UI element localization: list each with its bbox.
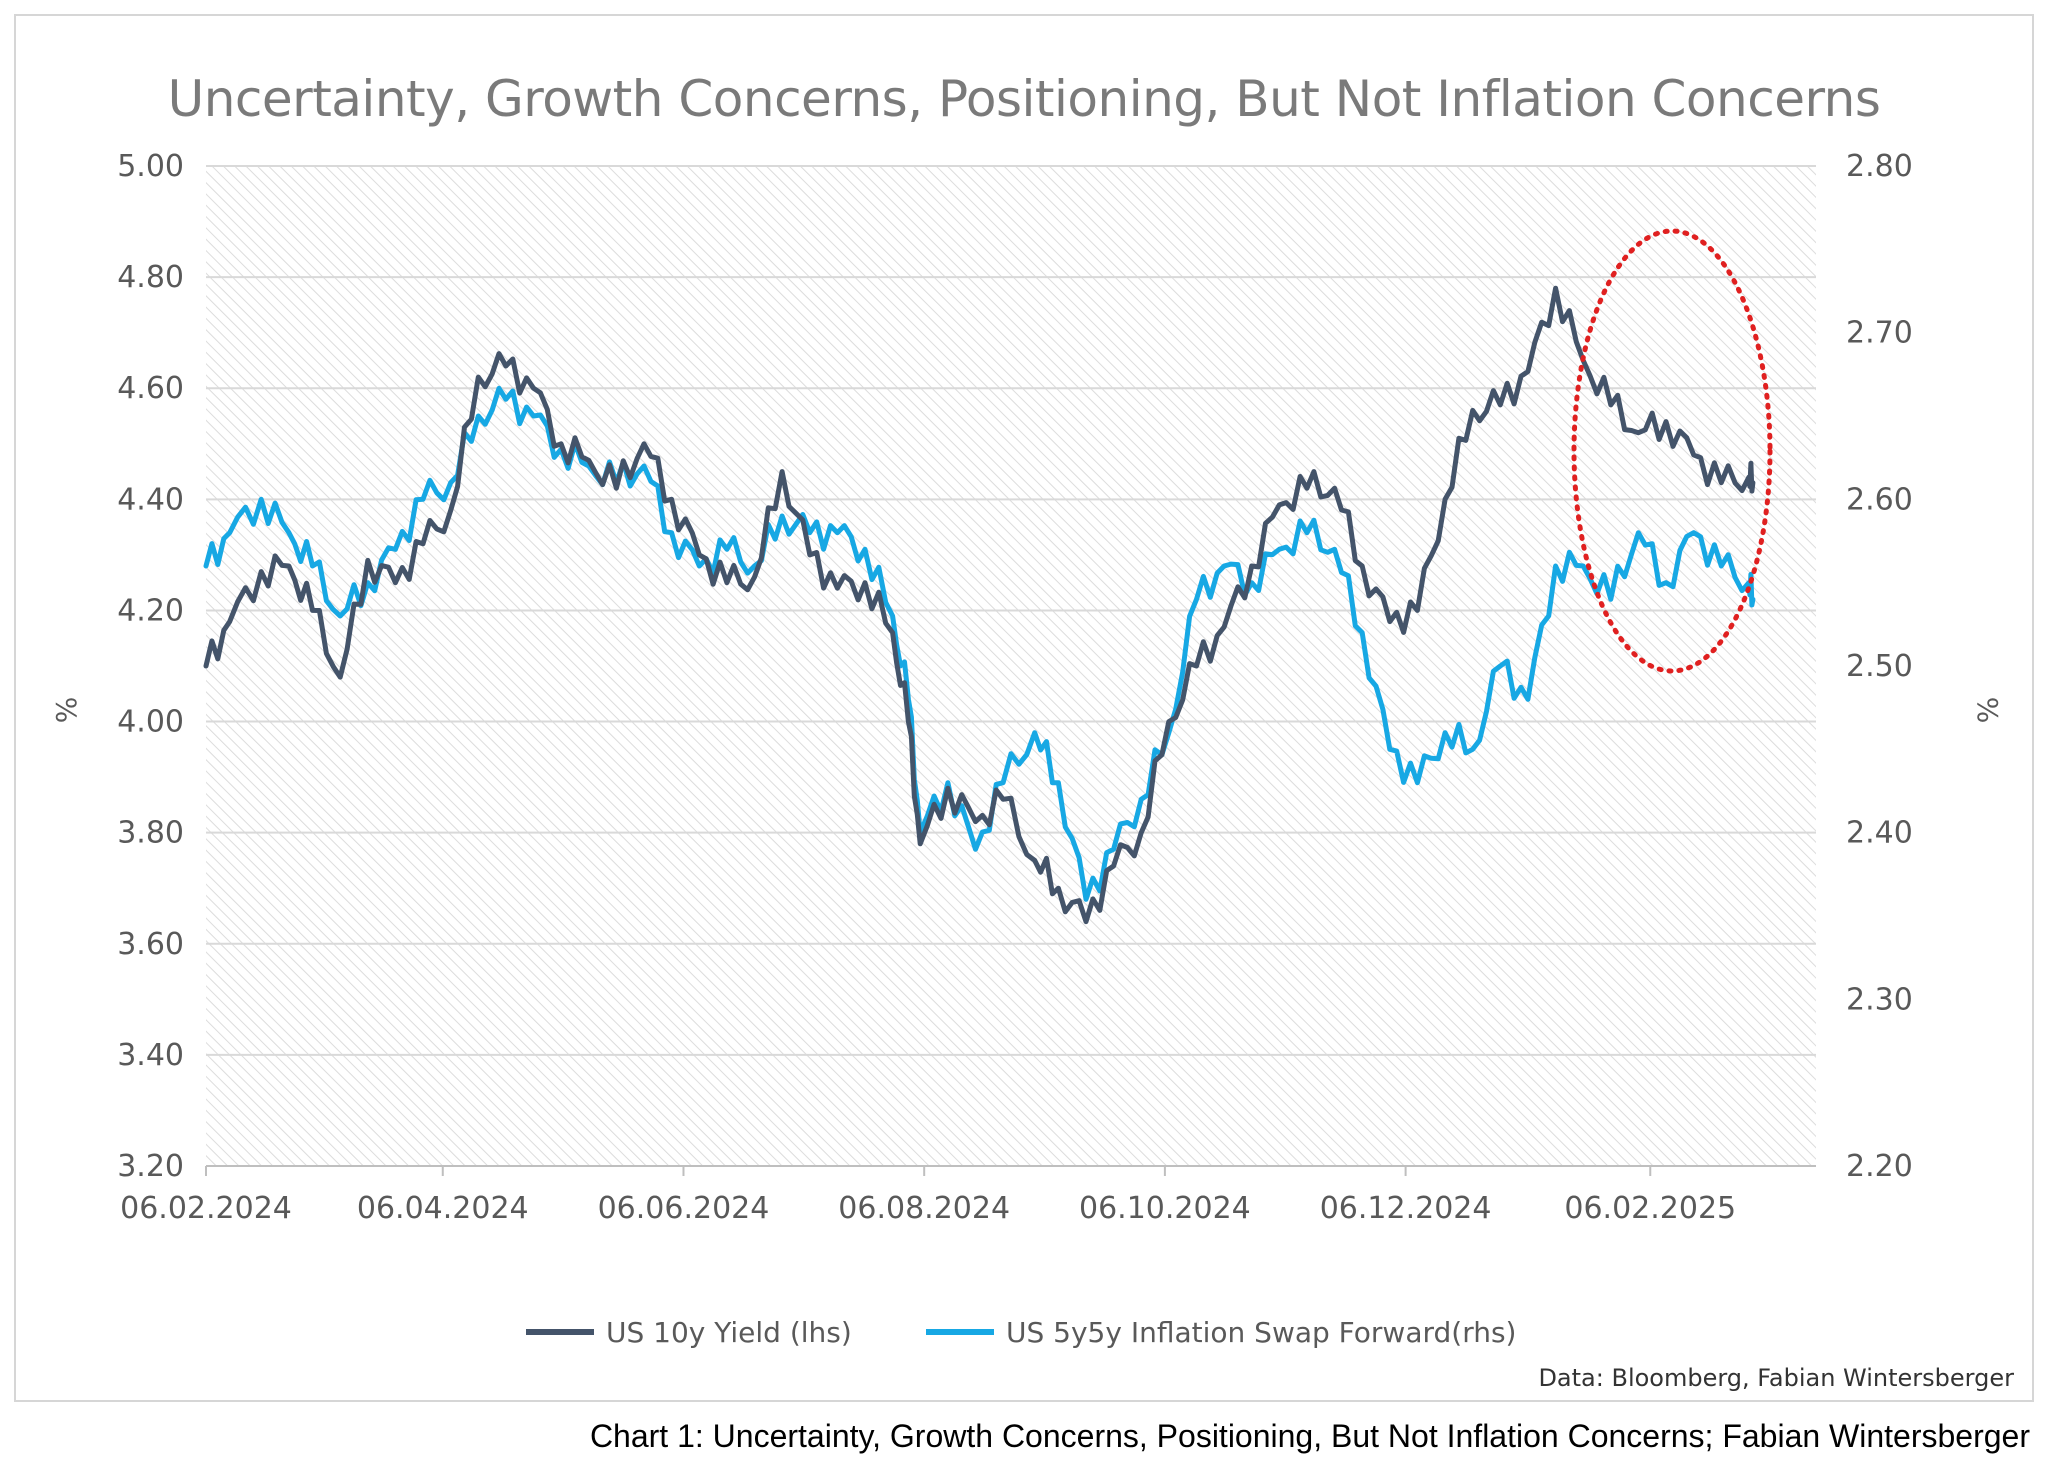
series-line-inflation-swap [203,385,1756,902]
y-left-tick-label: 5.00 [117,149,184,184]
chart-frame: Uncertainty, Growth Concerns, Positionin… [14,14,2034,1402]
chart-svg: Uncertainty, Growth Concerns, Positionin… [50,70,2014,1392]
y-axis-left: 5.00 4.80 4.60 4.40 4.20 4.00 3.80 3.60 3.40 3.20 [117,149,184,1184]
y-left-tick-label: 4.80 [117,260,184,295]
y-left-tick-label: 4.40 [117,482,184,517]
series-lines [203,285,1756,925]
x-tick-label: 06.12.2024 [1320,1191,1492,1226]
figure-caption: Chart 1: Uncertainty, Growth Concerns, P… [589,1418,2030,1454]
x-axis: 06.02.2024 06.04.2024 06.06.2024 06.08.2024… [120,1166,1736,1226]
y-right-tick-label: 2.50 [1846,649,1913,684]
legend-label-inflation-swap: US 5y5y Inflation Swap Forward(rhs) [1006,1316,1516,1349]
source-note: Data: Bloomberg, Fabian Wintersberger [1538,1364,2014,1392]
y-left-tick-label: 3.20 [117,1149,184,1184]
y-right-tick-label: 2.70 [1846,316,1913,351]
x-tick-label: 06.02.2024 [120,1191,292,1226]
y-right-tick-label: 2.30 [1846,982,1913,1017]
y-axis-right-label: % [1971,697,2004,724]
legend: US 10y Yield (lhs) US 5y5y Inflation Swa… [526,1316,1516,1349]
series-line-us-10y [203,285,1756,925]
x-tick-label: 06.08.2024 [838,1191,1010,1226]
y-left-tick-label: 4.60 [117,371,184,406]
y-left-tick-label: 4.00 [117,705,184,740]
plot-area [206,166,1816,1166]
y-left-tick-label: 4.20 [117,593,184,628]
y-right-tick-label: 2.20 [1846,1149,1913,1184]
highlight-ellipse [1571,228,1773,674]
y-axis-left-label: % [50,697,83,724]
y-axis-right: 2.80 2.70 2.60 2.50 2.40 2.30 2.20 [1846,149,1913,1184]
legend-label-us-10y: US 10y Yield (lhs) [606,1316,852,1349]
x-tick-label: 06.04.2024 [357,1191,529,1226]
x-tick-label: 06.06.2024 [598,1191,770,1226]
y-right-tick-label: 2.60 [1846,482,1913,517]
y-left-tick-label: 3.40 [117,1038,184,1073]
x-tick-label: 06.10.2024 [1079,1191,1251,1226]
y-left-tick-label: 3.60 [117,927,184,962]
y-right-tick-label: 2.40 [1846,816,1913,851]
x-tick-label: 06.02.2025 [1564,1191,1736,1226]
chart-title: Uncertainty, Growth Concerns, Positionin… [168,70,1881,128]
y-right-tick-label: 2.80 [1846,149,1913,184]
y-left-tick-label: 3.80 [117,816,184,851]
